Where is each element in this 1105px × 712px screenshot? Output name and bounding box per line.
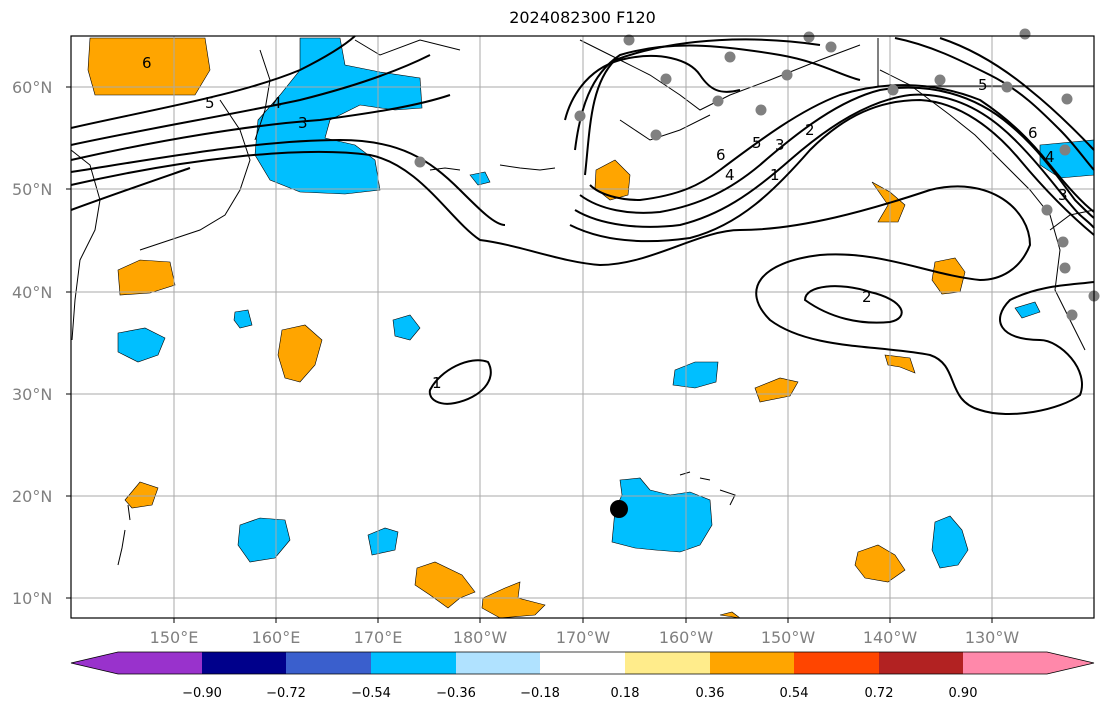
colorbar [70, 651, 1095, 675]
colorbar-tick-label: −0.18 [520, 686, 560, 701]
colorbar-tick-label: 0.90 [949, 686, 978, 701]
lon-label: 160°E [252, 628, 301, 647]
colorbar-tick-label: −0.54 [351, 686, 391, 701]
station-markers [414, 28, 1100, 321]
axis-ticks [66, 86, 993, 623]
contour-label: 3 [775, 136, 785, 154]
lat-label: 20°N [12, 487, 52, 506]
map-title: 2024082300 F120 [509, 8, 656, 27]
contour-label: 6 [1028, 124, 1038, 142]
lat-label: 10°N [12, 589, 52, 608]
lon-label: 180°W [453, 628, 508, 647]
contour-label: 5 [205, 94, 215, 112]
lat-label: 50°N [12, 180, 52, 199]
contour-label: 2 [805, 121, 815, 139]
colorbar-tick-label: 0.54 [780, 686, 809, 701]
contour-label: 6 [716, 146, 726, 164]
colorbar-segment [963, 652, 1047, 674]
contour-label: 4 [1045, 148, 1055, 166]
latitude-labels: 60°N 50°N 40°N 30°N 20°N 10°N [12, 78, 52, 608]
colorbar-tick-label: −0.72 [266, 686, 306, 701]
colorbar-segment [456, 652, 540, 674]
lon-label: 170°W [556, 628, 611, 647]
contour-label: 1 [770, 166, 780, 184]
lon-label: 150°E [150, 628, 199, 647]
colorbar-extend-low [71, 652, 118, 674]
colorbar-segment [540, 652, 625, 674]
positive-anomaly-regions [87, 37, 966, 619]
lon-label: 170°E [354, 628, 403, 647]
colorbar-segment [371, 652, 456, 674]
contour-label: 3 [1058, 186, 1068, 204]
colorbar-tick-label: 0.72 [865, 686, 894, 701]
lon-label: 140°W [863, 628, 918, 647]
highlight-point-marker [610, 500, 628, 518]
lat-label: 30°N [12, 385, 52, 404]
contour-label: 1 [432, 374, 442, 392]
colorbar-outline [70, 651, 1095, 675]
colorbar-labels: −0.90 −0.72 −0.54 −0.36 −0.18 0.18 0.36 … [182, 686, 977, 701]
contour-label: 5 [978, 76, 988, 94]
contour-label-group: 6 5 4 3 6 5 3 2 4 1 2 1 5 6 4 3 [142, 54, 1068, 392]
lon-label: 150°W [761, 628, 816, 647]
colorbar-segment [794, 652, 879, 674]
lat-label: 40°N [12, 283, 52, 302]
colorbar-tick-label: −0.36 [436, 686, 476, 701]
contour-lines [70, 35, 1095, 416]
contour-label: 4 [725, 166, 735, 184]
longitude-labels: 150°E 160°E 170°E 180°W 170°W 160°W 150°… [150, 628, 1020, 647]
contour-label: 3 [298, 114, 308, 132]
colorbar-segment [202, 652, 286, 674]
colorbar-segment [118, 652, 202, 674]
colorbar-tick-label: −0.90 [182, 686, 222, 701]
lon-label: 130°W [965, 628, 1020, 647]
lat-label: 60°N [12, 78, 52, 97]
contour-label: 6 [142, 54, 152, 72]
colorbar-segment [710, 652, 794, 674]
colorbar-segment [879, 652, 963, 674]
contour-label: 2 [862, 288, 872, 306]
colorbar-segment [625, 652, 710, 674]
colorbar-tick-label: 0.36 [696, 686, 725, 701]
lon-label: 160°W [659, 628, 714, 647]
colorbar-tick-label: 0.18 [611, 686, 640, 701]
colorbar-extend-high [1047, 652, 1094, 674]
contour-label: 5 [752, 134, 762, 152]
colorbar-segment [286, 652, 371, 674]
contour-label: 4 [272, 94, 282, 112]
